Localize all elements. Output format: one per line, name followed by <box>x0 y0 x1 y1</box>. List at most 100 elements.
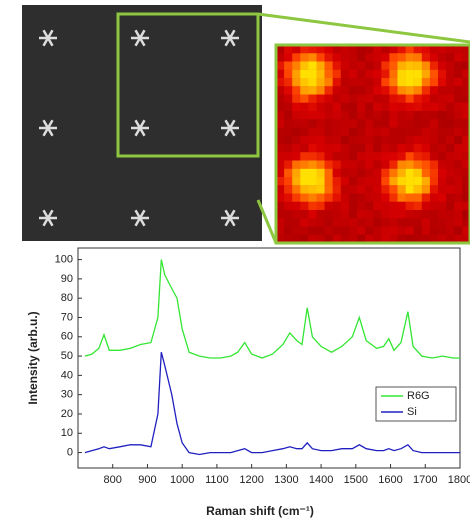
heat-cell <box>332 45 341 54</box>
heat-cell <box>389 69 398 79</box>
y-tick-label: 50 <box>61 350 73 362</box>
heat-cell <box>316 86 325 95</box>
heat-cell <box>389 127 398 136</box>
heat-cell <box>397 226 406 235</box>
x-tick-label: 800 <box>104 474 122 486</box>
heat-cell <box>397 86 406 95</box>
heat-cell <box>316 135 325 145</box>
heat-cell <box>454 177 463 186</box>
heat-cell <box>357 193 366 202</box>
heat-cell <box>348 135 358 145</box>
heat-cell <box>462 102 470 112</box>
heat-cell <box>454 152 463 161</box>
heat-cell <box>462 78 470 87</box>
heat-cell <box>373 102 382 112</box>
heat-cell <box>276 102 285 112</box>
heat-cell <box>308 102 317 112</box>
heat-cell <box>462 94 470 103</box>
heat-cell <box>446 78 455 87</box>
heat-cell <box>300 127 309 136</box>
heat-cell <box>292 119 301 128</box>
heat-cell <box>397 127 406 136</box>
heat-cell <box>324 185 333 194</box>
heat-cell <box>316 218 325 227</box>
heat-cell <box>300 168 309 178</box>
heat-cell <box>316 185 325 194</box>
heat-cell <box>389 102 398 112</box>
heat-cell <box>324 152 333 161</box>
heat-cell <box>462 152 470 161</box>
sem-feature <box>42 209 50 219</box>
heat-cell <box>405 127 414 136</box>
heat-cell <box>365 144 374 153</box>
heat-cell <box>365 69 374 79</box>
heat-cell <box>284 168 293 178</box>
heat-cell <box>454 69 463 79</box>
heat-cell <box>316 234 325 244</box>
heat-cell <box>413 210 422 219</box>
heat-cell <box>332 144 341 153</box>
heat-cell <box>454 234 463 244</box>
heat-cell <box>421 111 431 120</box>
heat-cell <box>462 45 470 54</box>
heat-cell <box>365 111 374 120</box>
heat-cell <box>446 168 455 178</box>
heat-cell <box>292 69 301 79</box>
sem-feature <box>46 29 54 39</box>
heat-cell <box>276 119 285 128</box>
heat-cell <box>284 144 293 153</box>
heat-cell <box>462 226 470 235</box>
heat-cell <box>316 177 325 186</box>
heat-cell <box>454 61 463 70</box>
heat-cell <box>348 94 358 103</box>
heat-cell <box>381 168 390 178</box>
heat-cell <box>413 234 422 244</box>
heat-cell <box>340 45 350 54</box>
heat-cell <box>389 193 398 202</box>
heat-cell <box>276 185 285 194</box>
heat-cell <box>276 201 285 211</box>
heat-cell <box>381 160 390 169</box>
heat-cell <box>276 193 285 202</box>
heat-cell <box>348 152 358 161</box>
heat-cell <box>405 152 414 161</box>
heat-cell <box>381 127 390 136</box>
heat-cell <box>413 111 422 120</box>
heat-cell <box>438 210 447 219</box>
heat-cell <box>292 135 301 145</box>
heat-cell <box>421 185 431 194</box>
heat-cell <box>308 78 317 87</box>
heat-cell <box>438 226 447 235</box>
heat-cell <box>365 160 374 169</box>
heat-cell <box>389 160 398 169</box>
heat-cell <box>373 160 382 169</box>
heat-cell <box>348 78 358 87</box>
heat-cell <box>454 78 463 87</box>
heat-cell <box>332 177 341 186</box>
sem-feature <box>42 37 50 47</box>
sem-feature <box>138 119 146 129</box>
heat-cell <box>454 135 463 145</box>
heat-cell <box>300 119 309 128</box>
heat-cell <box>389 218 398 227</box>
heat-cell <box>454 218 463 227</box>
heat-cell <box>446 61 455 70</box>
heat-cell <box>316 160 325 169</box>
heat-cell <box>316 111 325 120</box>
heat-cell <box>381 61 390 70</box>
y-tick-label: 100 <box>55 253 73 265</box>
heat-cell <box>405 177 414 186</box>
heat-cell <box>357 160 366 169</box>
heat-cell <box>332 119 341 128</box>
heat-cell <box>446 234 455 244</box>
heat-cell <box>357 111 366 120</box>
heat-cell <box>316 61 325 70</box>
heat-cell <box>438 144 447 153</box>
heat-cell <box>413 144 422 153</box>
heat-cell <box>348 69 358 79</box>
heat-cell <box>446 177 455 186</box>
heat-cell <box>381 53 390 62</box>
heat-cell <box>357 144 366 153</box>
heat-cell <box>332 94 341 103</box>
heat-cell <box>292 94 301 103</box>
